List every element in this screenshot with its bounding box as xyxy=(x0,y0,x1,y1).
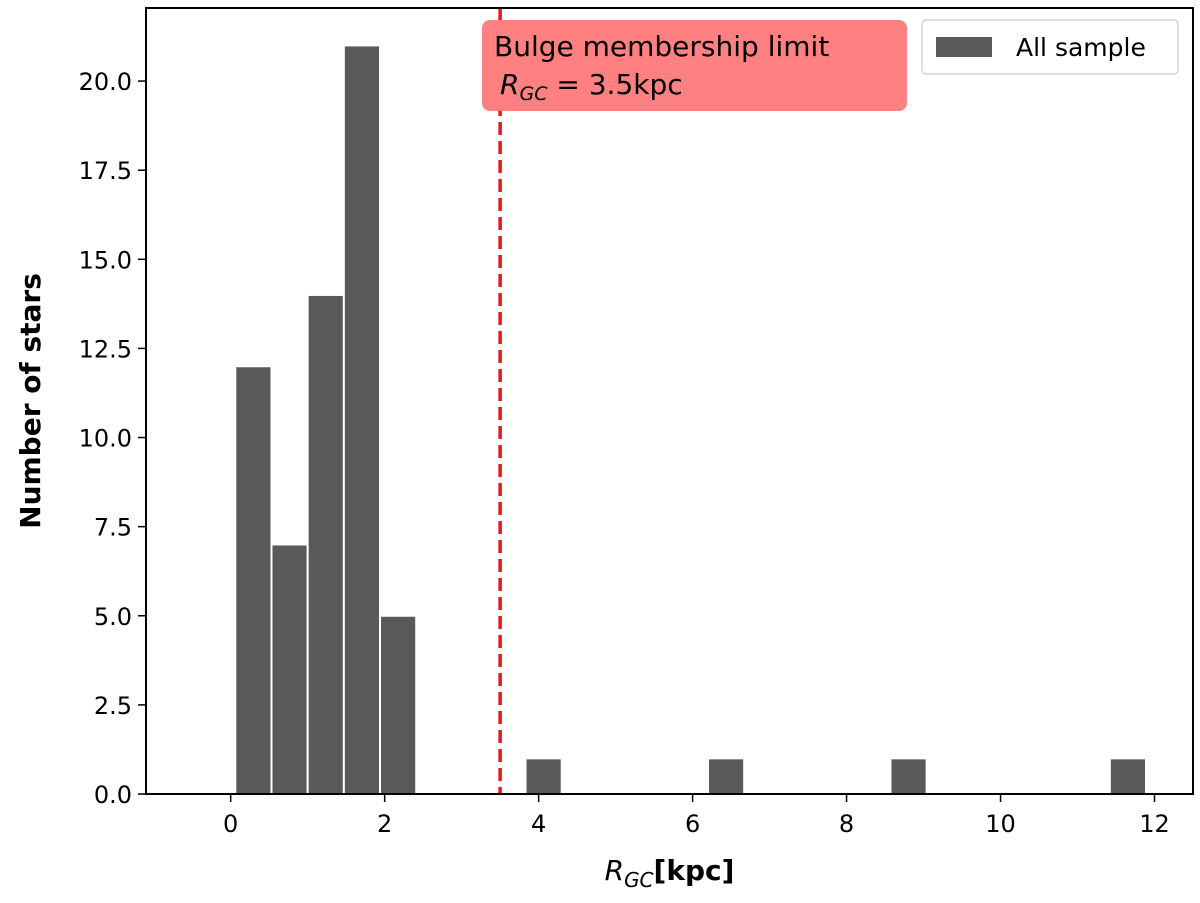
y-axis-title: Number of stars xyxy=(14,273,47,529)
y-tick-label: 15.0 xyxy=(79,246,132,274)
y-tick-label: 5.0 xyxy=(94,603,132,631)
x-axis-title-r: R xyxy=(605,854,624,887)
histogram-bar xyxy=(524,757,563,796)
annotation-value: = 3.5kpc xyxy=(547,68,682,101)
histogram-bar xyxy=(234,365,273,795)
x-tick-label: 2 xyxy=(377,810,392,838)
x-tick-label: 0 xyxy=(223,810,238,838)
histogram-bar xyxy=(306,293,345,795)
y-tick-label: 2.5 xyxy=(94,692,132,720)
y-tick-label: 7.5 xyxy=(94,514,132,542)
x-axis-title: RGC[kpc] xyxy=(605,854,735,892)
annotation-r: R xyxy=(500,68,519,101)
legend-box xyxy=(921,19,1179,75)
histogram-bar xyxy=(706,757,746,796)
y-ticks: 0.0 2.5 5.0 7.5 10.0 12.5 15.0 17.5 20.0 xyxy=(79,68,146,809)
y-tick-label: 17.5 xyxy=(79,157,132,185)
x-tick-label: 6 xyxy=(685,810,700,838)
histogram-bar xyxy=(379,614,418,796)
annotation-line1: Bulge membership limit xyxy=(494,30,829,63)
y-tick-label: 20.0 xyxy=(79,68,132,96)
plot-frame xyxy=(145,7,1194,795)
x-ticks: 0 2 4 6 8 10 12 xyxy=(223,794,1170,838)
x-tick-label: 8 xyxy=(839,810,854,838)
histogram-bar xyxy=(1108,757,1148,796)
histogram-bar xyxy=(342,44,382,795)
x-tick-label: 12 xyxy=(1139,810,1170,838)
x-axis-title-subscript: GC xyxy=(624,868,653,892)
y-tick-label: 0.0 xyxy=(94,781,132,809)
x-axis-title-unit: [kpc] xyxy=(654,854,735,887)
legend-label: All sample xyxy=(1016,33,1146,62)
annotation-box xyxy=(482,20,907,111)
legend-swatch xyxy=(936,37,992,57)
y-tick-label: 12.5 xyxy=(79,335,132,363)
y-tick-label: 10.0 xyxy=(79,425,132,453)
x-tick-label: 4 xyxy=(531,810,546,838)
annotation-line2: RGC = 3.5kpc xyxy=(500,68,683,105)
x-tick-label: 10 xyxy=(985,810,1016,838)
histogram-bar xyxy=(889,757,928,796)
bars-group xyxy=(234,44,1148,796)
histogram-bar xyxy=(270,543,309,795)
annotation-subscript: GC xyxy=(519,83,548,105)
